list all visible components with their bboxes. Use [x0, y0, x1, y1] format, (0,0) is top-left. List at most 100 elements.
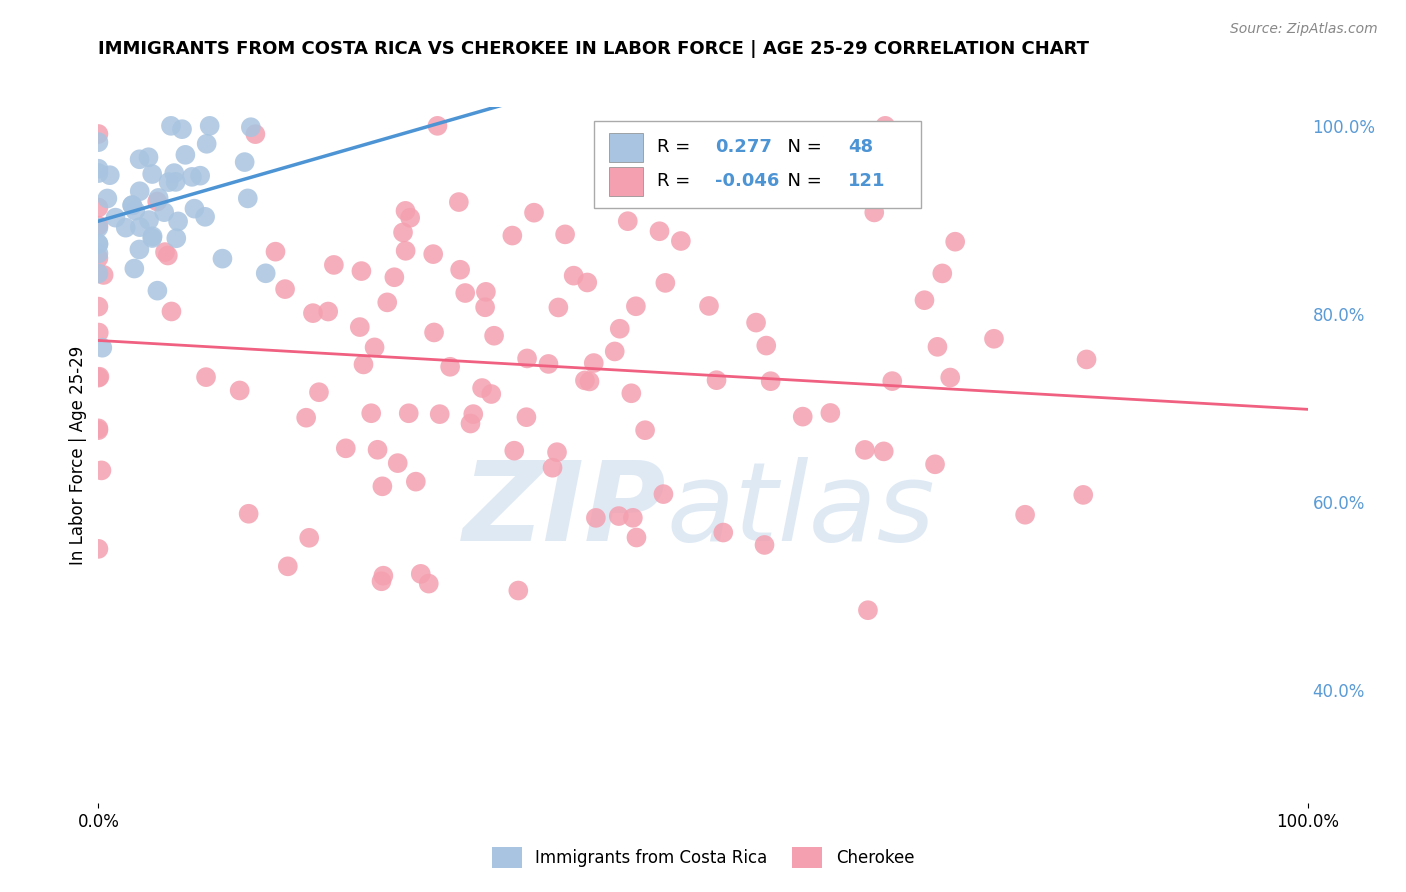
Point — [233, 155, 256, 169]
Point — [295, 410, 318, 425]
Point — [398, 406, 420, 420]
Point — [87, 267, 110, 281]
Point — [87, 421, 110, 435]
Point — [91, 341, 114, 355]
Point — [141, 167, 163, 181]
Point — [576, 276, 599, 290]
Point — [1014, 508, 1036, 522]
Point — [124, 261, 146, 276]
Point — [449, 262, 471, 277]
Point — [652, 487, 675, 501]
Point — [87, 326, 110, 340]
Point — [228, 384, 250, 398]
Point — [170, 122, 193, 136]
Point — [508, 583, 530, 598]
Point — [238, 507, 260, 521]
Text: atlas: atlas — [666, 457, 935, 564]
Point — [375, 295, 398, 310]
Point — [394, 203, 416, 218]
Point — [371, 479, 394, 493]
Point — [160, 304, 183, 318]
Point — [706, 373, 728, 387]
Point — [582, 356, 605, 370]
Point — [370, 574, 392, 589]
Point — [943, 235, 966, 249]
Point — [121, 198, 143, 212]
Point — [423, 326, 446, 340]
Point — [554, 227, 576, 242]
Point — [792, 409, 814, 424]
Point — [142, 229, 165, 244]
Point — [360, 406, 382, 420]
Point — [574, 373, 596, 387]
Point — [607, 509, 630, 524]
Point — [983, 332, 1005, 346]
Text: 121: 121 — [848, 172, 886, 191]
Point — [537, 357, 560, 371]
Point — [578, 375, 600, 389]
Point — [820, 406, 842, 420]
Point — [617, 214, 640, 228]
Point — [181, 169, 204, 184]
Point — [523, 205, 546, 219]
Point — [454, 285, 477, 300]
Point — [460, 417, 482, 431]
Point — [146, 284, 169, 298]
Point — [87, 541, 110, 556]
Text: N =: N = — [776, 172, 827, 191]
Point — [422, 247, 444, 261]
Point — [98, 168, 121, 182]
Point — [195, 136, 218, 151]
Point — [394, 244, 416, 258]
Text: Source: ZipAtlas.com: Source: ZipAtlas.com — [1230, 22, 1378, 37]
Point — [87, 300, 110, 314]
Point — [93, 268, 115, 282]
Point — [711, 525, 734, 540]
Point — [183, 202, 205, 216]
Point — [546, 445, 568, 459]
Point — [503, 443, 526, 458]
Point — [153, 245, 176, 260]
Point — [387, 456, 409, 470]
Point — [863, 205, 886, 219]
Point — [353, 358, 375, 372]
Point — [939, 370, 962, 384]
Point — [167, 214, 190, 228]
Point — [541, 460, 564, 475]
Point — [87, 127, 110, 141]
FancyBboxPatch shape — [609, 167, 643, 196]
Point — [471, 381, 494, 395]
Point — [405, 475, 427, 489]
Point — [501, 228, 523, 243]
Legend: Immigrants from Costa Rica, Cherokee: Immigrants from Costa Rica, Cherokee — [485, 841, 921, 874]
Point — [87, 135, 110, 149]
Point — [479, 387, 502, 401]
Point — [277, 559, 299, 574]
Point — [194, 210, 217, 224]
Point — [755, 338, 778, 352]
Point — [621, 510, 644, 524]
Point — [759, 374, 782, 388]
Point — [322, 258, 344, 272]
Point — [148, 191, 170, 205]
Point — [96, 191, 118, 205]
Point — [141, 231, 163, 245]
Point — [367, 442, 389, 457]
Point — [114, 220, 136, 235]
Point — [157, 175, 180, 189]
FancyBboxPatch shape — [595, 121, 921, 208]
Point — [121, 198, 143, 212]
Point — [754, 538, 776, 552]
Point — [409, 566, 432, 581]
Point — [585, 511, 607, 525]
Point — [188, 169, 211, 183]
Point — [1076, 352, 1098, 367]
Point — [914, 293, 936, 308]
Point — [298, 531, 321, 545]
Point — [316, 304, 339, 318]
Point — [245, 127, 267, 141]
Point — [349, 320, 371, 334]
Point — [128, 243, 150, 257]
Point — [924, 458, 946, 472]
Point — [146, 194, 169, 209]
